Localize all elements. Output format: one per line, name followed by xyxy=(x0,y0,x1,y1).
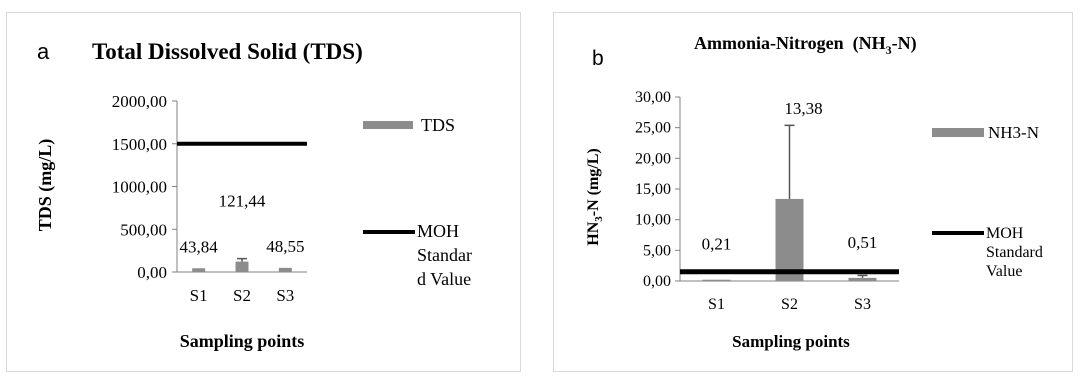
panel-letter: b xyxy=(592,47,604,70)
bar-s2 xyxy=(235,261,249,272)
y-axis-label: TDS (mg/L) xyxy=(35,139,56,232)
x-tick-label: S2 xyxy=(781,296,798,313)
data-label-s3: 48,55 xyxy=(266,237,304,256)
y-axis-label: HN3-N (mg/L) xyxy=(585,148,605,245)
y-tick-label: 1500,00 xyxy=(112,135,167,154)
ammonia-chart-svg: b Ammonia-Nitrogen (NH3-N) 0,00 5,00 10,00 15… xyxy=(585,33,1043,351)
data-label-s2: 13,38 xyxy=(784,99,822,118)
data-label-s1: 43,84 xyxy=(180,237,219,256)
x-tick-label: S1 xyxy=(708,296,725,313)
y-tick-label: 0,00 xyxy=(643,273,671,290)
y-tick-label: 5,00 xyxy=(643,242,671,259)
x-tick-label: S1 xyxy=(190,286,208,305)
chart-panel-a: a Total Dissolved Solid (TDS) 0,00 500,00 10… xyxy=(6,12,521,372)
legend-swatch-tds xyxy=(363,121,413,129)
x-axis-label: Sampling points xyxy=(180,331,305,351)
x-tick-label: S3 xyxy=(854,296,871,313)
legend-label-tds: TDS xyxy=(421,115,455,135)
x-tick-label: S3 xyxy=(276,286,294,305)
y-tick-label: 15,00 xyxy=(635,181,671,198)
panel-letter: a xyxy=(37,39,50,64)
legend-label-moh: MOH xyxy=(986,225,1024,242)
data-label-s1: 0,21 xyxy=(702,235,732,254)
y-tick-label: 10,00 xyxy=(635,212,671,229)
y-tick-label: 2000,00 xyxy=(112,92,167,111)
x-axis-label: Sampling points xyxy=(732,332,850,351)
bar-s1 xyxy=(702,279,731,281)
y-tick-label: 30,00 xyxy=(635,89,671,106)
legend-label-nh3n: NH3-N xyxy=(988,123,1039,142)
tds-chart-svg: a Total Dissolved Solid (TDS) 0,00 500,00 10… xyxy=(35,39,472,351)
chart-panel-b: b Ammonia-Nitrogen (NH3-N) 0,00 5,00 10,00 15… xyxy=(553,12,1073,372)
legend-swatch-nh3n xyxy=(932,128,984,137)
legend-label-moh: d Value xyxy=(417,269,471,289)
y-tick-label: 20,00 xyxy=(635,150,671,167)
y-tick-label: 25,00 xyxy=(635,120,671,137)
bar-s3 xyxy=(848,277,877,281)
data-label-s3: 0,51 xyxy=(848,233,878,252)
chart-title: Total Dissolved Solid (TDS) xyxy=(92,39,363,64)
bar-s2 xyxy=(775,198,804,281)
bar-s3 xyxy=(278,267,292,272)
legend-label-moh: Standar xyxy=(417,245,472,265)
y-tick-label: 500,00 xyxy=(120,220,167,239)
y-tick-label: 1000,00 xyxy=(112,178,167,197)
legend-label-moh: MOH xyxy=(417,221,459,241)
bar-s1 xyxy=(192,268,206,272)
legend-label-moh: Value xyxy=(986,263,1022,280)
legend-label-moh: Standard xyxy=(986,244,1043,261)
x-tick-label: S2 xyxy=(233,286,251,305)
chart-title: Ammonia-Nitrogen (NH3-N) xyxy=(694,33,917,57)
y-tick-label: 0,00 xyxy=(137,263,167,282)
data-label-s2: 121,44 xyxy=(219,192,266,211)
